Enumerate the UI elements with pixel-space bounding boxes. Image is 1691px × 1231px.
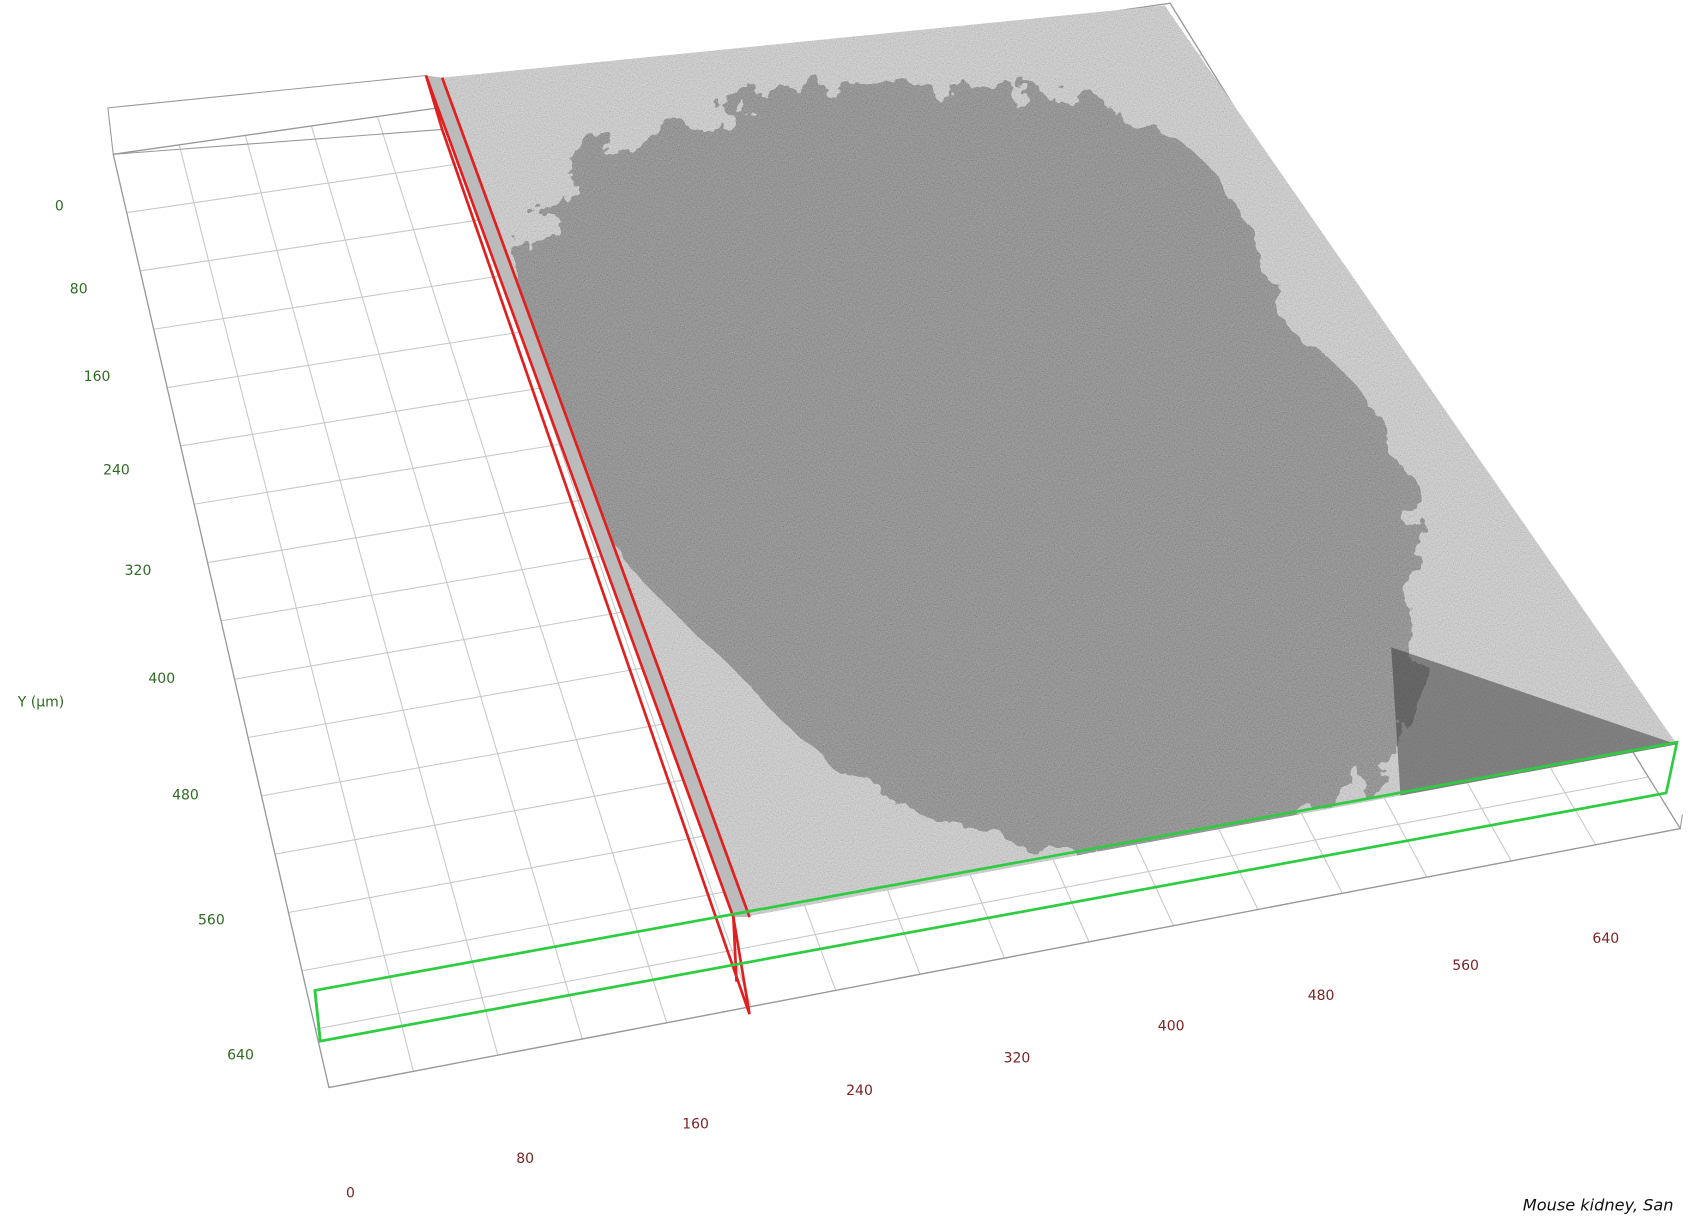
caption: Mouse kidney, San	[1523, 1195, 1674, 1214]
y-tick-label: 480	[172, 787, 199, 803]
x-tick-label: 0	[346, 1186, 355, 1202]
y-tick-label: 160	[84, 369, 111, 385]
red-section-box	[424, 75, 751, 1015]
y-tick-label: 320	[125, 563, 152, 579]
y-tick-label: 80	[70, 281, 88, 297]
x-tick-label: 640	[1592, 931, 1619, 947]
x-tick-label: 560	[1452, 958, 1479, 974]
y-tick-label: 560	[198, 913, 225, 929]
x-tick-label: 400	[1158, 1018, 1185, 1034]
grid-line	[315, 776, 1649, 1030]
x-tick-label: 160	[682, 1117, 709, 1133]
x-tick-label: 80	[516, 1151, 534, 1167]
y-axis-title: Y (µm)	[17, 695, 65, 711]
x-tick-label: 240	[846, 1083, 873, 1099]
front-wall	[328, 814, 1683, 1089]
slab-edge	[425, 75, 750, 918]
y-tick-label: 400	[148, 671, 175, 687]
x-tick-label: 480	[1308, 988, 1335, 1004]
green-section-box	[313, 740, 1679, 1043]
y-tick-label: 0	[55, 198, 64, 214]
tissue-slab	[442, 5, 1677, 918]
y-tick-label: 240	[103, 463, 130, 479]
x-tick-label: 320	[1004, 1051, 1031, 1067]
y-tick-label: 640	[227, 1047, 254, 1063]
